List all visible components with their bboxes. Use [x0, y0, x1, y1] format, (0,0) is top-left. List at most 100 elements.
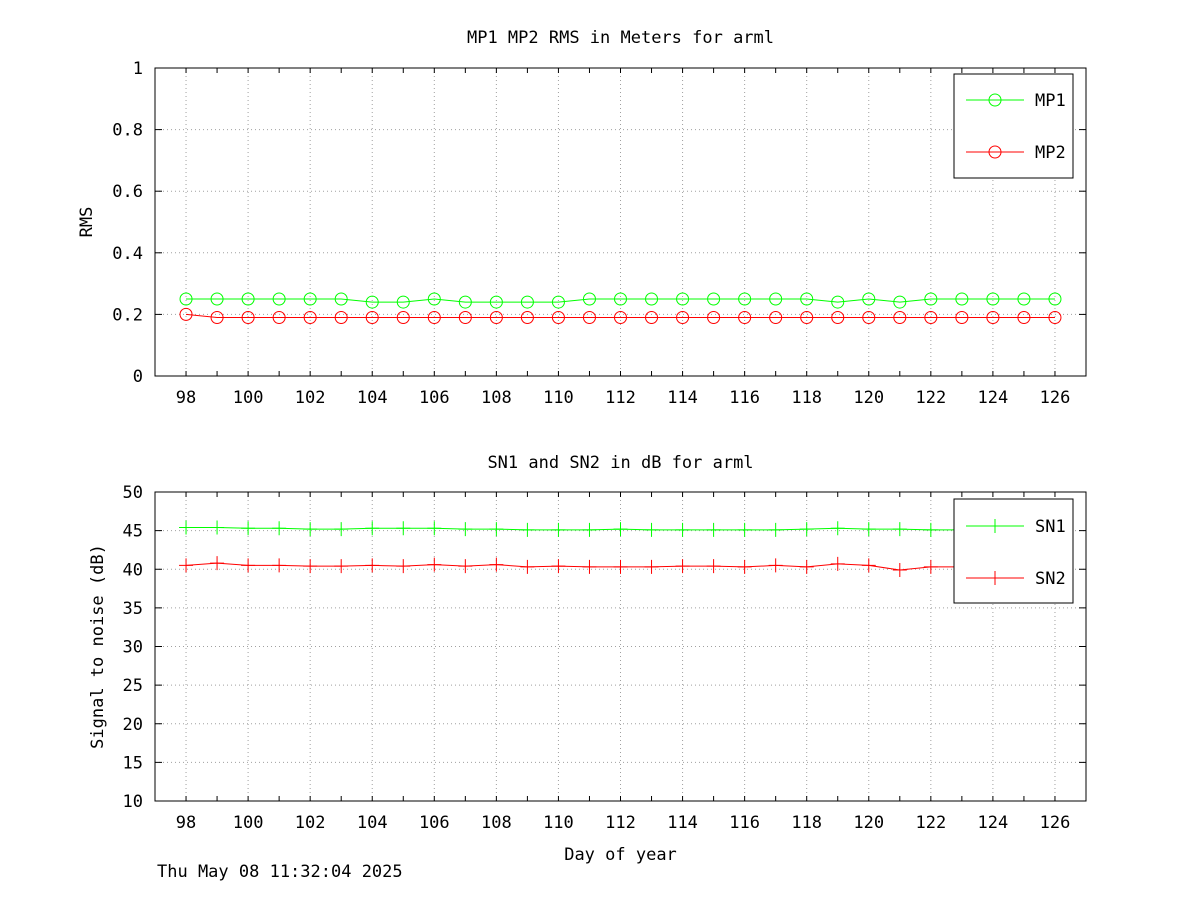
data-point-mp2 [179, 307, 193, 321]
data-point-mp2 [831, 310, 845, 324]
x-tick-label: 98 [176, 388, 196, 408]
x-tick-label: 100 [233, 388, 264, 408]
data-point-sn2 [768, 558, 783, 573]
x-axis-label: Day of year [564, 845, 677, 865]
y-axis-label: RMS [77, 207, 97, 238]
x-tick-label: 118 [791, 388, 822, 408]
data-point-mp1 [645, 292, 659, 306]
data-point-sn1 [582, 522, 597, 537]
x-tick-label: 124 [978, 388, 1009, 408]
data-point-sn2 [303, 559, 318, 574]
data-point-mp2 [241, 310, 255, 324]
data-point-mp2 [924, 310, 938, 324]
x-tick-label: 116 [729, 388, 760, 408]
data-point-sn2 [830, 556, 845, 571]
data-point-mp1 [334, 292, 348, 306]
y-tick-label: 40 [123, 560, 143, 580]
data-point-sn1 [737, 522, 752, 537]
data-point-mp1 [303, 292, 317, 306]
data-point-mp2 [676, 310, 690, 324]
data-point-mp2 [520, 310, 534, 324]
data-point-mp1 [551, 295, 565, 309]
legend-marker-mp2 [988, 145, 1002, 159]
chart-title: MP1 MP2 RMS in Meters for arml [467, 28, 774, 48]
x-tick-label: 116 [729, 813, 760, 833]
data-point-sn2 [706, 559, 721, 574]
series-line-mp2 [185, 313, 1055, 318]
data-point-sn1 [179, 520, 194, 535]
data-point-mp1 [179, 292, 193, 306]
data-point-sn2 [179, 558, 194, 573]
data-point-sn1 [427, 521, 442, 536]
x-tick-label: 112 [605, 813, 636, 833]
data-point-sn1 [241, 521, 256, 536]
data-point-sn1 [272, 521, 287, 536]
data-point-sn1 [644, 522, 659, 537]
data-point-sn2 [892, 563, 907, 578]
data-point-sn2 [489, 557, 504, 572]
data-point-mp2 [955, 310, 969, 324]
x-tick-label: 120 [853, 388, 884, 408]
y-tick-label: 0 [133, 367, 143, 387]
x-tick-label: 102 [295, 388, 326, 408]
data-point-sn2 [799, 559, 814, 574]
data-point-sn2 [272, 558, 287, 573]
data-point-sn1 [458, 522, 473, 537]
data-point-mp2 [365, 310, 379, 324]
x-tick-label: 114 [667, 813, 698, 833]
data-point-mp2 [645, 310, 659, 324]
data-point-sn1 [303, 522, 318, 537]
data-point-mp2 [458, 310, 472, 324]
data-point-mp1 [489, 295, 503, 309]
x-tick-label: 118 [791, 813, 822, 833]
data-point-sn2 [923, 559, 938, 574]
data-point-sn1 [210, 520, 225, 535]
data-point-sn2 [241, 558, 256, 573]
legend-label-sn2: SN2 [1035, 569, 1066, 589]
y-tick-label: 20 [123, 715, 143, 735]
data-point-sn1 [613, 522, 628, 537]
data-point-mp2 [303, 310, 317, 324]
y-tick-label: 0.6 [112, 182, 143, 202]
data-point-mp2 [893, 310, 907, 324]
data-point-mp1 [365, 295, 379, 309]
data-point-mp1 [427, 292, 441, 306]
data-point-sn2 [396, 559, 411, 574]
data-point-mp2 [614, 310, 627, 324]
data-point-mp1 [738, 292, 752, 306]
x-tick-label: 106 [419, 813, 450, 833]
data-point-sn1 [799, 522, 814, 537]
y-tick-label: 15 [123, 753, 143, 773]
data-point-mp1 [831, 295, 845, 309]
x-tick-label: 122 [915, 388, 946, 408]
y-tick-label: 0.4 [112, 244, 143, 264]
x-tick-label: 108 [481, 388, 512, 408]
data-point-mp1 [458, 295, 472, 309]
data-point-mp2 [334, 310, 348, 324]
y-tick-label: 35 [123, 599, 143, 619]
x-tick-label: 124 [978, 813, 1009, 833]
data-point-mp2 [272, 310, 286, 324]
data-point-sn1 [830, 521, 845, 536]
x-tick-label: 112 [605, 388, 636, 408]
x-tick-label: 108 [481, 813, 512, 833]
y-tick-label: 50 [123, 483, 143, 503]
legend-box [953, 73, 1074, 179]
data-point-sn2 [861, 558, 876, 573]
data-point-sn1 [489, 522, 504, 537]
data-point-mp2 [1017, 310, 1031, 324]
mp-rms-chart: 0 0.2 0.4 0.6 0.8 1 98 100 102 104 106 108 110 112 114… [77, 28, 1087, 408]
data-point-sn1 [365, 521, 380, 536]
x-tick-label: 104 [357, 388, 388, 408]
data-point-mp2 [489, 310, 503, 324]
y-tick-label: 1 [133, 59, 143, 79]
data-point-sn1 [551, 522, 566, 537]
x-tick-label: 98 [176, 813, 196, 833]
data-point-mp2 [862, 310, 876, 324]
data-point-sn1 [892, 522, 907, 537]
data-point-sn2 [737, 559, 752, 574]
x-tick-label: 126 [1040, 388, 1071, 408]
y-axis-label: Signal to noise (dB) [88, 544, 108, 749]
data-point-mp2 [210, 310, 224, 324]
